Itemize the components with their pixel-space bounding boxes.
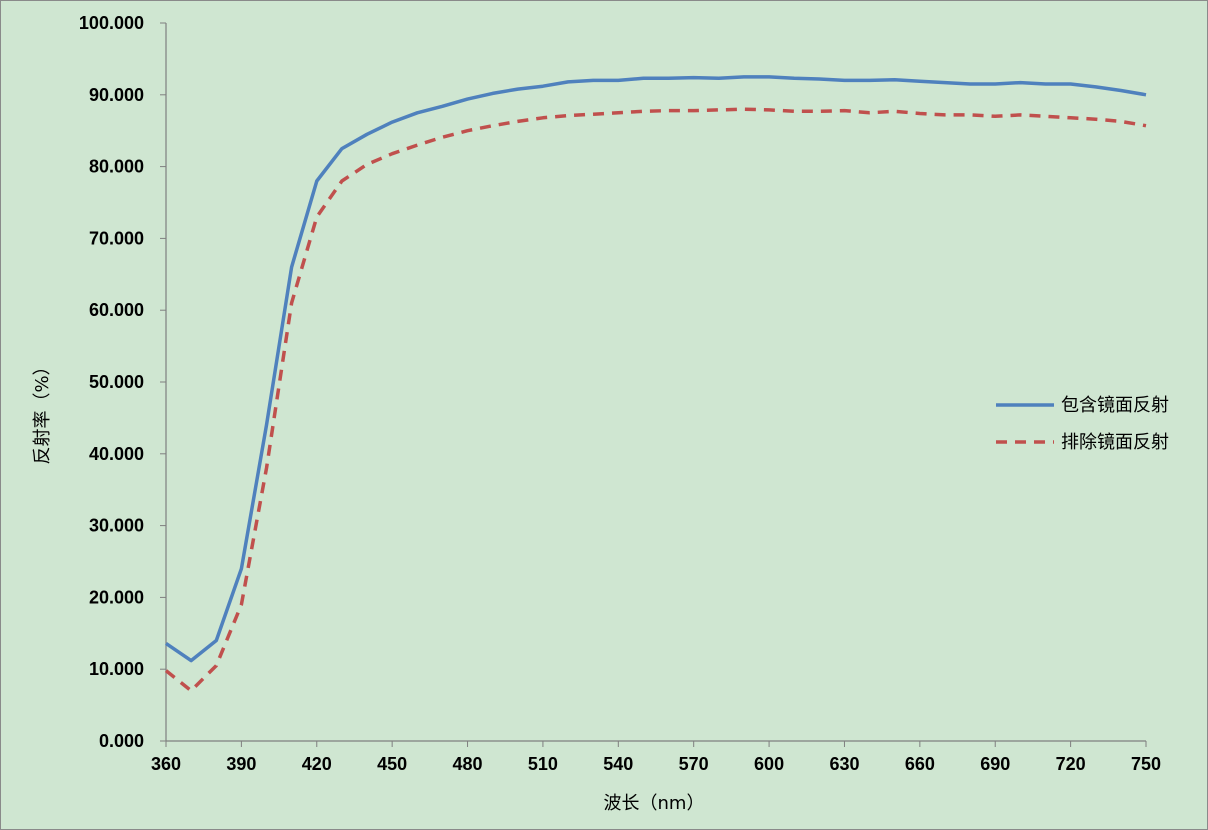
y-tick-label: 60.000 [89,300,144,320]
y-tick-label: 30.000 [89,516,144,536]
x-tick-label: 510 [528,754,558,774]
y-tick-label: 90.000 [89,85,144,105]
y-axis-ticks: 0.000 10.000 20.000 30.000 40.000 50.000 60.00… [79,13,166,751]
x-axis-title: 波长（nm） [604,793,705,814]
x-tick-label: 360 [151,754,181,774]
x-tick-label: 630 [829,754,859,774]
x-axis-ticks: 360 390 420 450 480 510 540 570 600 630 660 690 720 7… [151,741,1161,774]
x-tick-label: 570 [679,754,709,774]
legend-label-2: 排除镜面反射 [1061,432,1169,453]
x-tick-label: 480 [453,754,483,774]
y-tick-label: 100.000 [79,13,144,33]
series-lines [164,75,1147,693]
axes [165,23,1146,742]
x-tick-label: 540 [603,754,633,774]
x-tick-label: 690 [980,754,1010,774]
y-tick-label: 10.000 [89,659,144,679]
y-tick-label: 70.000 [89,228,144,248]
y-tick-label: 50.000 [89,372,144,392]
x-tick-label: 450 [377,754,407,774]
legend-label-1: 包含镜面反射 [1061,395,1169,416]
y-tick-label: 40.000 [89,444,144,464]
x-tick-label: 390 [226,754,256,774]
x-tick-label: 660 [905,754,935,774]
x-tick-label: 420 [302,754,332,774]
x-tick-label: 720 [1056,754,1086,774]
y-tick-label: 80.000 [89,157,144,177]
y-tick-label: 0.000 [99,731,144,751]
x-tick-label: 750 [1131,754,1161,774]
series-line-1 [165,75,1147,663]
y-tick-label: 20.000 [89,587,144,607]
series-line-2 [164,107,1147,693]
y-axis-title: 反射率（%） [32,357,53,464]
x-tick-label: 600 [754,754,784,774]
